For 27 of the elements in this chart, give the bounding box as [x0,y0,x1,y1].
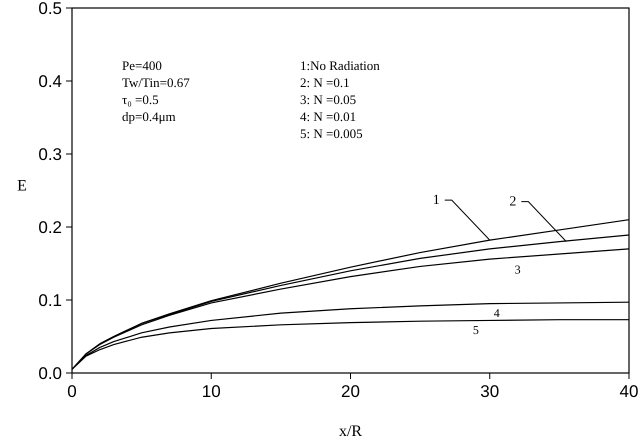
annotation: 2: N =0.1 [300,75,350,90]
y-tick-label: 0.5 [38,0,62,18]
annotation: 3 [514,262,521,276]
y-tick-label: 0.0 [38,364,62,383]
annotation: Pe=400 [122,58,162,73]
x-tick-label: 10 [202,382,221,401]
x-axis-title: x/R [338,423,362,440]
x-tick-label: 30 [480,382,500,401]
y-tick-label: 0.4 [38,72,62,91]
y-tick-label: 0.2 [38,218,62,237]
annotation: 1 [432,193,440,208]
annotation: 3: N =0.05 [300,92,356,107]
y-tick-label: 0.1 [38,290,62,310]
annotation: 5 [472,322,479,337]
annotation: Tw/Tin=0.67 [122,75,190,90]
x-tick-label: 20 [341,382,360,401]
annotation: dp=0.4μm [122,109,176,124]
annotation: 5: N =0.005 [300,126,363,141]
x-tick-label: 40 [620,382,638,401]
y-tick-label: 0.3 [38,144,62,164]
x-tick-label: 0 [67,382,77,401]
annotation: 2 [509,194,516,210]
annotation: 1:No Radiation [300,58,380,73]
annotation: 4 [494,306,500,320]
annotation: 4: N =0.01 [300,109,356,124]
y-axis-title: E [17,178,27,194]
annotation: τ₀ =0.5 [122,92,159,107]
